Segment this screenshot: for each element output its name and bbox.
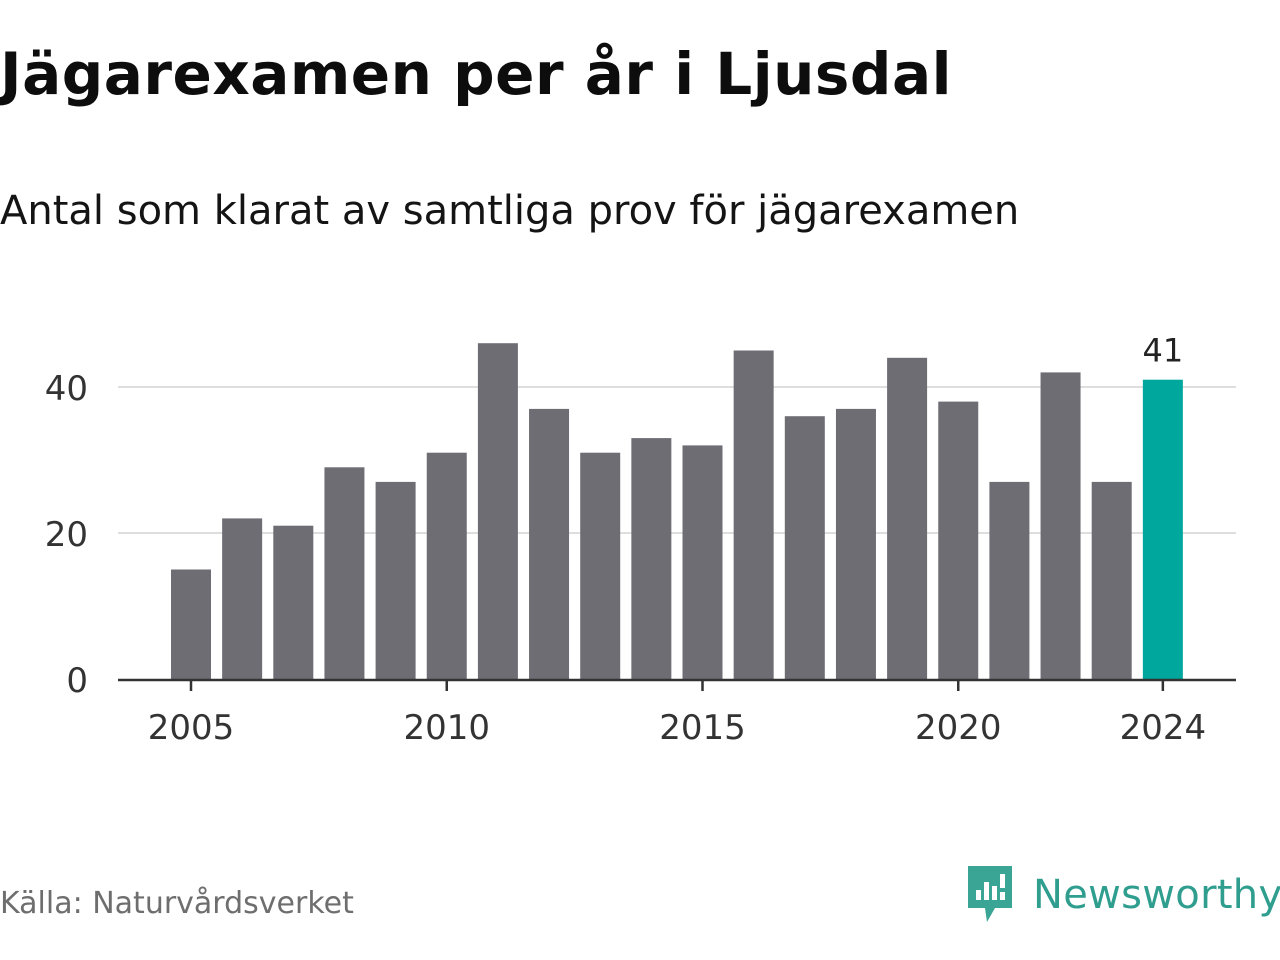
- bar-2014: [631, 438, 672, 679]
- bar-2015: [682, 445, 723, 679]
- bar-2011: [477, 343, 518, 679]
- bar-2008: [324, 467, 365, 679]
- bar-2021: [989, 481, 1030, 679]
- bar-2009: [375, 481, 416, 679]
- bar-2023: [1091, 481, 1132, 679]
- bar-2020: [938, 401, 979, 679]
- bar-2012: [529, 408, 570, 679]
- bar-2017: [784, 416, 825, 679]
- bar-2016: [733, 350, 774, 679]
- data-labels: 41: [1142, 332, 1183, 370]
- bar-2007: [273, 525, 314, 679]
- y-tick-label-40: 40: [45, 369, 88, 409]
- x-tick-label-2020: 2020: [915, 708, 1002, 748]
- bar-2018: [835, 408, 876, 679]
- x-tick-label-2010: 2010: [403, 708, 490, 748]
- chart-subtitle: Antal som klarat av samtliga prov för jä…: [0, 188, 1020, 234]
- y-tick-label-20: 20: [45, 515, 88, 555]
- source-note: Källa: Naturvårdsverket: [0, 886, 354, 921]
- x-tick-labels: 2005 2010 2015 2020 2024: [148, 680, 1206, 748]
- data-label-2024: 41: [1142, 332, 1183, 370]
- brand-name: Newsworthy: [1033, 872, 1280, 918]
- bar-2005: [171, 569, 211, 679]
- y-tick-labels: 0 20 40: [45, 369, 88, 701]
- bar-2019: [887, 357, 928, 679]
- x-tick-label-2015: 2015: [659, 708, 746, 748]
- x-tick-label-2005: 2005: [148, 708, 235, 748]
- brand-logo: Newsworthy: [965, 864, 1280, 926]
- bar-chart: 0 20 40 2005 2010 2015 2020 2024 41: [45, 332, 1236, 748]
- bar-2010: [426, 452, 467, 679]
- y-tick-label-0: 0: [66, 661, 88, 701]
- chart-title: Jägarexamen per år i Ljusdal: [0, 40, 952, 108]
- bars: [171, 343, 1183, 679]
- bar-2006: [222, 518, 263, 679]
- x-tick-label-2024: 2024: [1120, 708, 1207, 748]
- bar-2024: [1142, 379, 1183, 679]
- newsworthy-logo-icon: [968, 866, 1012, 922]
- bar-2013: [580, 452, 621, 679]
- bar-2022: [1040, 372, 1081, 679]
